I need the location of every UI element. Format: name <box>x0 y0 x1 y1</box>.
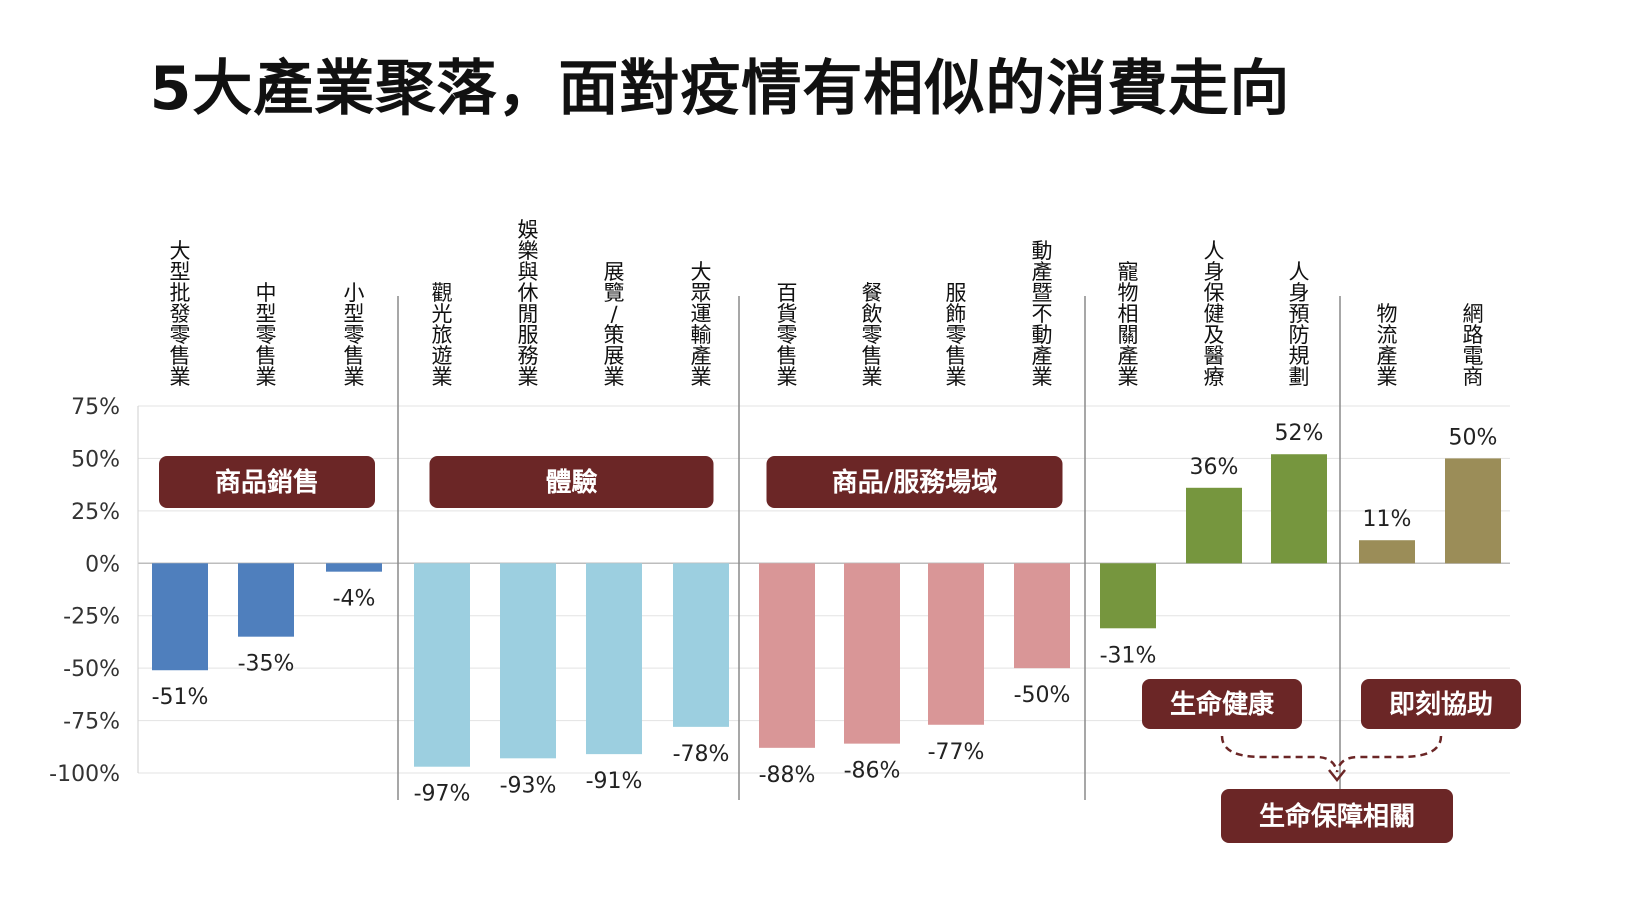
combined-badge-box <box>1221 789 1453 843</box>
category-label: 展覽∕策展業 <box>604 260 625 389</box>
bar <box>673 563 729 727</box>
data-label: -86% <box>844 759 901 784</box>
category-label: 物流產業 <box>1377 302 1398 389</box>
data-label: -35% <box>238 652 295 677</box>
data-label: 52% <box>1275 421 1324 446</box>
combined-badge: 生命保障相關 <box>1259 801 1415 832</box>
y-tick-label: 50% <box>71 447 120 472</box>
connector-arrow <box>1328 769 1346 783</box>
category-label: 網路電商 <box>1463 302 1484 389</box>
bar <box>414 563 470 767</box>
category-label: 小型零售業 <box>344 281 365 389</box>
bottom-badge: 即刻協助 <box>1389 689 1493 720</box>
bar <box>1100 563 1156 629</box>
y-tick-label: -50% <box>63 657 120 682</box>
category-label: 寵物相關產業 <box>1118 260 1139 389</box>
data-label: -77% <box>928 740 985 765</box>
bar <box>928 563 984 725</box>
group-badge-box <box>159 456 375 508</box>
bar <box>1186 487 1242 564</box>
group-badge: 商品/服務場域 <box>832 467 998 498</box>
data-label: 50% <box>1449 425 1498 450</box>
group-badge-box <box>429 456 714 508</box>
data-label: 36% <box>1190 455 1239 480</box>
category-label: 動產暨不動產業 <box>1032 239 1053 389</box>
category-label: 百貨零售業 <box>777 281 798 389</box>
category-label: 服飾零售業 <box>946 281 967 389</box>
category-label: 人身預防規劃 <box>1289 260 1310 389</box>
data-label: -50% <box>1014 683 1071 708</box>
connector-left <box>1220 735 1339 773</box>
data-label: -4% <box>333 587 376 612</box>
y-tick-label: 0% <box>85 552 120 577</box>
category-label: 大眾運輸產業 <box>691 260 712 389</box>
bar <box>759 563 815 748</box>
data-label: -78% <box>673 742 730 767</box>
bottom-badge-box <box>1142 679 1302 729</box>
data-label: -51% <box>152 685 209 710</box>
bar <box>844 563 900 744</box>
group-badge-box <box>766 456 1063 508</box>
category-label: 餐飲零售業 <box>862 281 883 389</box>
data-label: -93% <box>500 773 557 798</box>
bar <box>326 563 382 572</box>
category-label: 大型批發零售業 <box>170 239 191 389</box>
bar <box>238 563 294 637</box>
data-label: -91% <box>586 769 643 794</box>
bar <box>1359 540 1415 564</box>
category-label: 中型零售業 <box>256 281 277 389</box>
y-tick-label: 75% <box>71 395 120 420</box>
bar <box>1445 458 1501 564</box>
category-label: 人身保健及醫療 <box>1204 239 1225 389</box>
y-tick-label: -25% <box>63 605 120 630</box>
y-tick-label: 25% <box>71 500 120 525</box>
data-label: -31% <box>1100 643 1157 668</box>
connector-right <box>1335 735 1443 773</box>
y-tick-label: -75% <box>63 710 120 735</box>
group-badge: 體驗 <box>545 467 597 498</box>
chart-title: 5大產業聚落，面對疫情有相似的消費走向 <box>149 54 1291 124</box>
group-badge: 商品銷售 <box>215 467 319 498</box>
bar <box>586 563 642 755</box>
category-label: 娛樂與休閒服務業 <box>518 218 539 389</box>
data-label: 11% <box>1363 507 1412 532</box>
bottom-badge: 生命健康 <box>1170 689 1275 720</box>
category-label: 觀光旅遊業 <box>432 281 453 389</box>
bar <box>152 563 208 671</box>
bar <box>500 563 556 759</box>
bar <box>1014 563 1070 669</box>
bottom-badge-box <box>1361 679 1521 729</box>
bar <box>1271 454 1327 564</box>
y-tick-label: -100% <box>49 762 120 787</box>
data-label: -97% <box>414 782 471 807</box>
data-label: -88% <box>759 763 816 788</box>
